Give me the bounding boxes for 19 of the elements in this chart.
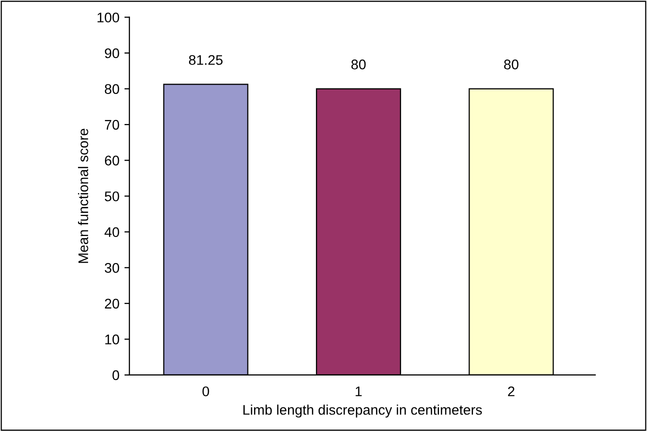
data-label: 81.25 — [188, 55, 223, 65]
data-label: 80 — [504, 60, 518, 70]
y-tick-label: 10 — [105, 334, 120, 344]
x-axis-title: Limb length discrepancy in centimeters — [243, 404, 482, 418]
data-label: 80 — [351, 60, 366, 70]
y-tick-label: 90 — [104, 48, 120, 58]
y-tick-label: 60 — [104, 156, 120, 166]
y-tick-label: 40 — [104, 227, 120, 238]
y-tick-label: 20 — [104, 298, 120, 309]
y-tick-label: 0 — [112, 370, 120, 380]
x-tick-label: 0 — [202, 386, 210, 396]
y-tick-label: 70 — [104, 120, 120, 130]
x-tick-label: 1 — [356, 386, 362, 396]
y-tick-label: 100 — [98, 12, 120, 22]
y-axis-title: Mean functional score — [78, 128, 88, 263]
x-tick-label: 2 — [508, 386, 514, 396]
y-tick-label: 80 — [104, 84, 120, 94]
y-tick-label: 30 — [104, 262, 120, 273]
y-tick-label: 50 — [104, 191, 120, 202]
